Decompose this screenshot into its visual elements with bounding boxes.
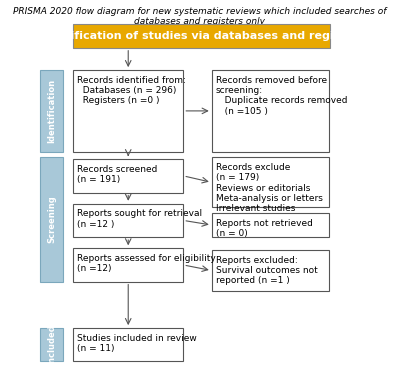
FancyBboxPatch shape	[73, 248, 183, 282]
Text: Identification of studies via databases and registers: Identification of studies via databases …	[38, 31, 365, 41]
Text: PRISMA 2020 flow diagram for new systematic reviews which included searches of d: PRISMA 2020 flow diagram for new systema…	[13, 7, 387, 26]
FancyBboxPatch shape	[73, 24, 330, 48]
Text: Studies included in review
(n = 11): Studies included in review (n = 11)	[77, 334, 197, 353]
FancyBboxPatch shape	[73, 204, 183, 237]
FancyBboxPatch shape	[212, 157, 328, 208]
Text: Records removed before
screening:
   Duplicate records removed
   (n =105 ): Records removed before screening: Duplic…	[216, 76, 347, 116]
FancyBboxPatch shape	[212, 250, 328, 291]
Text: Reports not retrieved
(n = 0): Reports not retrieved (n = 0)	[216, 218, 312, 238]
FancyBboxPatch shape	[73, 159, 183, 193]
Text: Identification: Identification	[47, 79, 56, 143]
Text: Records screened
(n = 191): Records screened (n = 191)	[77, 165, 158, 184]
Text: Reports excluded:
Survival outcomes not
reported (n =1 ): Reports excluded: Survival outcomes not …	[216, 256, 318, 285]
Text: Reports sought for retrieval
(n =12 ): Reports sought for retrieval (n =12 )	[77, 209, 202, 229]
FancyBboxPatch shape	[40, 157, 63, 282]
Text: Records identified from:
  Databases (n = 296)
  Registers (n =0 ): Records identified from: Databases (n = …	[77, 76, 186, 105]
FancyBboxPatch shape	[40, 70, 63, 152]
FancyBboxPatch shape	[212, 213, 328, 237]
FancyBboxPatch shape	[212, 70, 328, 152]
Text: Included: Included	[47, 324, 56, 365]
Text: Records exclude
(n = 179)
Reviews or editorials
Meta-analysis or letters
Irrelev: Records exclude (n = 179) Reviews or edi…	[216, 163, 322, 214]
Text: Reports assessed for eligibility
(n =12): Reports assessed for eligibility (n =12)	[77, 254, 216, 273]
FancyBboxPatch shape	[73, 70, 183, 152]
FancyBboxPatch shape	[40, 328, 63, 362]
Text: Screening: Screening	[47, 196, 56, 243]
FancyBboxPatch shape	[73, 328, 183, 362]
